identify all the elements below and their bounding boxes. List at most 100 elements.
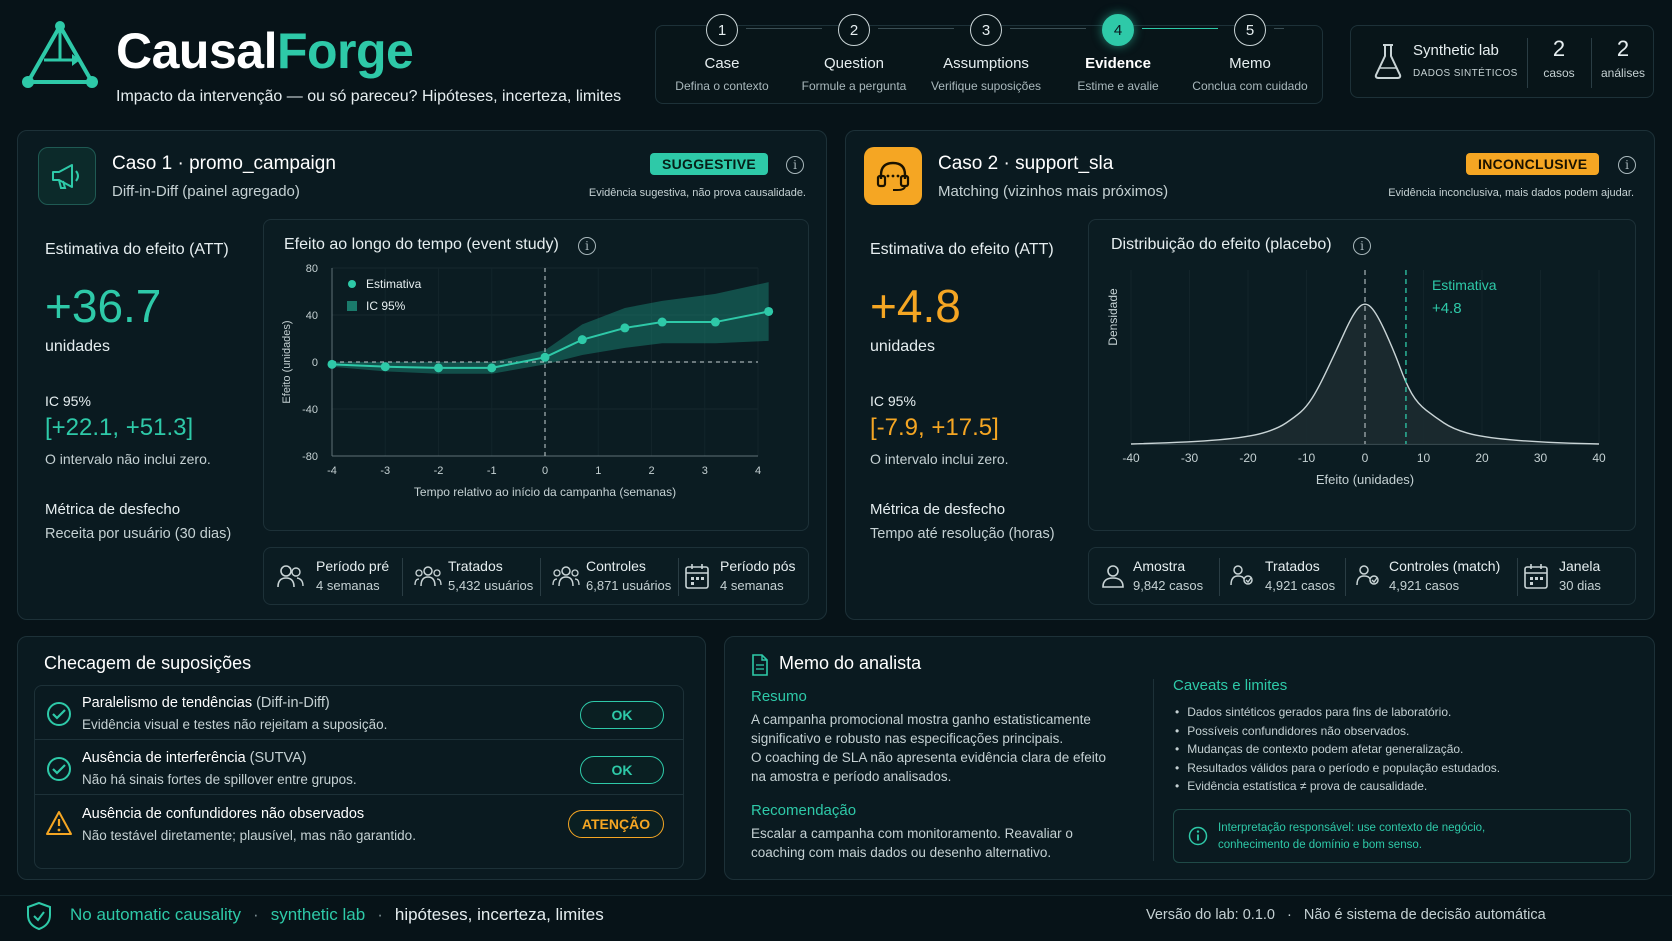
estimate-point xyxy=(380,362,390,372)
caveat-item: Mudanças de contexto podem afetar genera… xyxy=(1175,740,1500,759)
info-icon[interactable]: i xyxy=(578,237,596,255)
step-question[interactable]: 2 Question Formule a pergunta xyxy=(788,14,920,93)
step-number: 2 xyxy=(838,14,870,46)
event-study-chart: 80 40 0 -40 -80 -4 -3 -2 -1 0 1 2 3 4 Estimativa IC 95%… xyxy=(281,263,774,499)
document-icon xyxy=(752,654,768,676)
status-badge: INCONCLUSIVE xyxy=(1466,153,1600,175)
step-memo[interactable]: 5 Memo Conclua com cuidado xyxy=(1184,14,1316,93)
step-subtitle: Verifique suposições xyxy=(930,79,1042,93)
check-status-button[interactable]: ATENÇÃO xyxy=(568,810,664,838)
stat-title: Período pré xyxy=(316,558,390,574)
stat-title: Janela xyxy=(1559,558,1601,574)
cases-count: 2 xyxy=(1552,36,1566,61)
x-tick-label: -4 xyxy=(327,465,337,477)
event-study-chart-panel: Efeito ao longo do tempo (event study) i… xyxy=(263,219,809,531)
estimate-point xyxy=(577,335,587,345)
x-tick-label: -10 xyxy=(1298,451,1316,465)
legend-label: Estimativa xyxy=(366,277,422,291)
footer-tagline: No automatic causality · synthetic lab · hip… xyxy=(70,905,604,924)
x-tick-label: 2 xyxy=(648,465,654,477)
check-status-button[interactable]: OK xyxy=(580,756,664,784)
summary-text: A campanha promocional mostra ganho esta… xyxy=(751,712,1106,784)
info-icon[interactable]: i xyxy=(1618,156,1636,174)
summary-label: Resumo xyxy=(751,688,807,705)
case2-stats: Amostra 9,842 casos Tratados 4,921 casos… xyxy=(1088,547,1636,605)
step-subtitle: Estime e avalie xyxy=(1077,79,1159,93)
group-icon xyxy=(552,566,580,587)
metric-label: Métrica de desfecho xyxy=(870,501,1006,518)
x-axis-label: Tempo relativo ao início da campanha (se… xyxy=(414,485,676,499)
x-tick-label: 40 xyxy=(1592,451,1606,465)
estimate-point xyxy=(434,363,443,373)
step-assumptions[interactable]: 3 Assumptions Verifique suposições xyxy=(920,14,1052,93)
lab-subtitle: DADOS SINTÉTICOS xyxy=(1413,68,1518,79)
check-description: Evidência visual e testes não rejeitam a… xyxy=(82,717,388,732)
case1-method: Diff-in-Diff (painel agregado) xyxy=(112,183,300,200)
app-title: CausalForge xyxy=(116,23,414,79)
calendar-icon xyxy=(1524,564,1548,589)
caveat-item: Evidência estatística ≠ prova de causali… xyxy=(1175,777,1500,796)
check-circle-icon xyxy=(47,702,71,726)
stat-title: Amostra xyxy=(1133,558,1186,574)
assumptions-panel: Checagem de suposições Paralelismo de te… xyxy=(17,636,706,880)
estimate-annotation-label: Estimativa xyxy=(1432,277,1497,293)
effect-value: +36.7 xyxy=(45,280,162,332)
stat-title: Tratados xyxy=(1265,558,1320,574)
effect-value: +4.8 xyxy=(870,280,961,332)
y-tick-label: 0 xyxy=(312,357,318,369)
responsible-note: Interpretação responsável: use contexto … xyxy=(1173,809,1631,863)
stat-value: 6,871 usuários xyxy=(586,578,672,593)
check-item: Ausência de confundidores não observados… xyxy=(34,796,684,850)
users-icon xyxy=(277,565,304,588)
estimate-line xyxy=(331,310,769,369)
metric-label: Métrica de desfecho xyxy=(45,501,181,518)
step-subtitle: Conclua com cuidado xyxy=(1192,79,1308,93)
megaphone-icon xyxy=(38,147,96,205)
placebo-chart-panel: Distribuição do efeito (placebo) i -40 -3… xyxy=(1088,219,1636,531)
shield-check-icon xyxy=(27,901,51,931)
estimate-point xyxy=(620,323,630,333)
stat-value: 4,921 casos xyxy=(1265,578,1336,593)
analyses-count: 2 xyxy=(1616,36,1630,61)
matched-users-icon xyxy=(1356,565,1379,586)
ci-label: IC 95% xyxy=(45,393,91,409)
step-case[interactable]: 1 Case Defina o contexto xyxy=(656,14,788,93)
step-evidence[interactable]: 4 Evidence Estime e avalie xyxy=(1052,14,1184,93)
lab-summary: Synthetic lab DADOS SINTÉTICOS 2 casos 2… xyxy=(1350,25,1654,98)
status-badge: SUGGESTIVE xyxy=(650,153,769,175)
app-subtitle: Impacto da intervenção — ou só pareceu? … xyxy=(116,88,622,105)
case2-card: Caso 2 · support_sla Matching (vizinhos … xyxy=(845,130,1655,620)
info-icon[interactable]: i xyxy=(786,156,804,174)
lab-title: Synthetic lab xyxy=(1413,42,1499,59)
case1-stats: Período pré 4 semanas Tratados 5,432 usu… xyxy=(263,547,809,605)
y-tick-label: -40 xyxy=(302,404,318,416)
badge-note: Evidência sugestiva, não prova causalida… xyxy=(588,187,806,199)
y-axis-label: Efeito (unidades) xyxy=(281,320,293,403)
step-number: 3 xyxy=(970,14,1002,46)
memo-panel: Memo do analista Resumo A campanha promo… xyxy=(724,636,1655,880)
info-icon[interactable]: i xyxy=(1353,237,1371,255)
x-tick-label: -40 xyxy=(1122,451,1140,465)
check-title: Paralelismo de tendências (Diff-in-Diff) xyxy=(82,695,330,711)
estimate-point xyxy=(710,317,720,327)
causalforge-logo-icon xyxy=(22,21,98,88)
x-tick-label: 0 xyxy=(542,465,548,477)
warning-icon xyxy=(46,811,72,835)
effect-label: Estimativa do efeito (ATT) xyxy=(870,241,1054,258)
workflow-stepper: 1 Case Defina o contexto 2 Question Form… xyxy=(655,14,1323,104)
step-title: Assumptions xyxy=(943,55,1029,72)
step-number: 5 xyxy=(1234,14,1266,46)
x-tick-label: -2 xyxy=(434,465,444,477)
metric-value: Receita por usuário (30 dias) xyxy=(45,526,232,542)
check-status-button[interactable]: OK xyxy=(580,701,664,729)
chart-title: Distribuição do efeito (placebo) xyxy=(1111,236,1332,253)
effect-unit: unidades xyxy=(45,338,110,355)
x-tick-label: -1 xyxy=(487,465,497,477)
badge-note: Evidência inconclusiva, mais dados podem… xyxy=(1388,187,1634,199)
stat-value: 9,842 casos xyxy=(1133,578,1204,593)
check-description: Não testável diretamente; plausível, mas… xyxy=(82,828,416,843)
estimate-point xyxy=(327,359,337,369)
case2-title: Caso 2 · support_sla xyxy=(938,153,1114,174)
x-tick-label: 30 xyxy=(1534,451,1548,465)
estimate-point xyxy=(487,363,497,373)
